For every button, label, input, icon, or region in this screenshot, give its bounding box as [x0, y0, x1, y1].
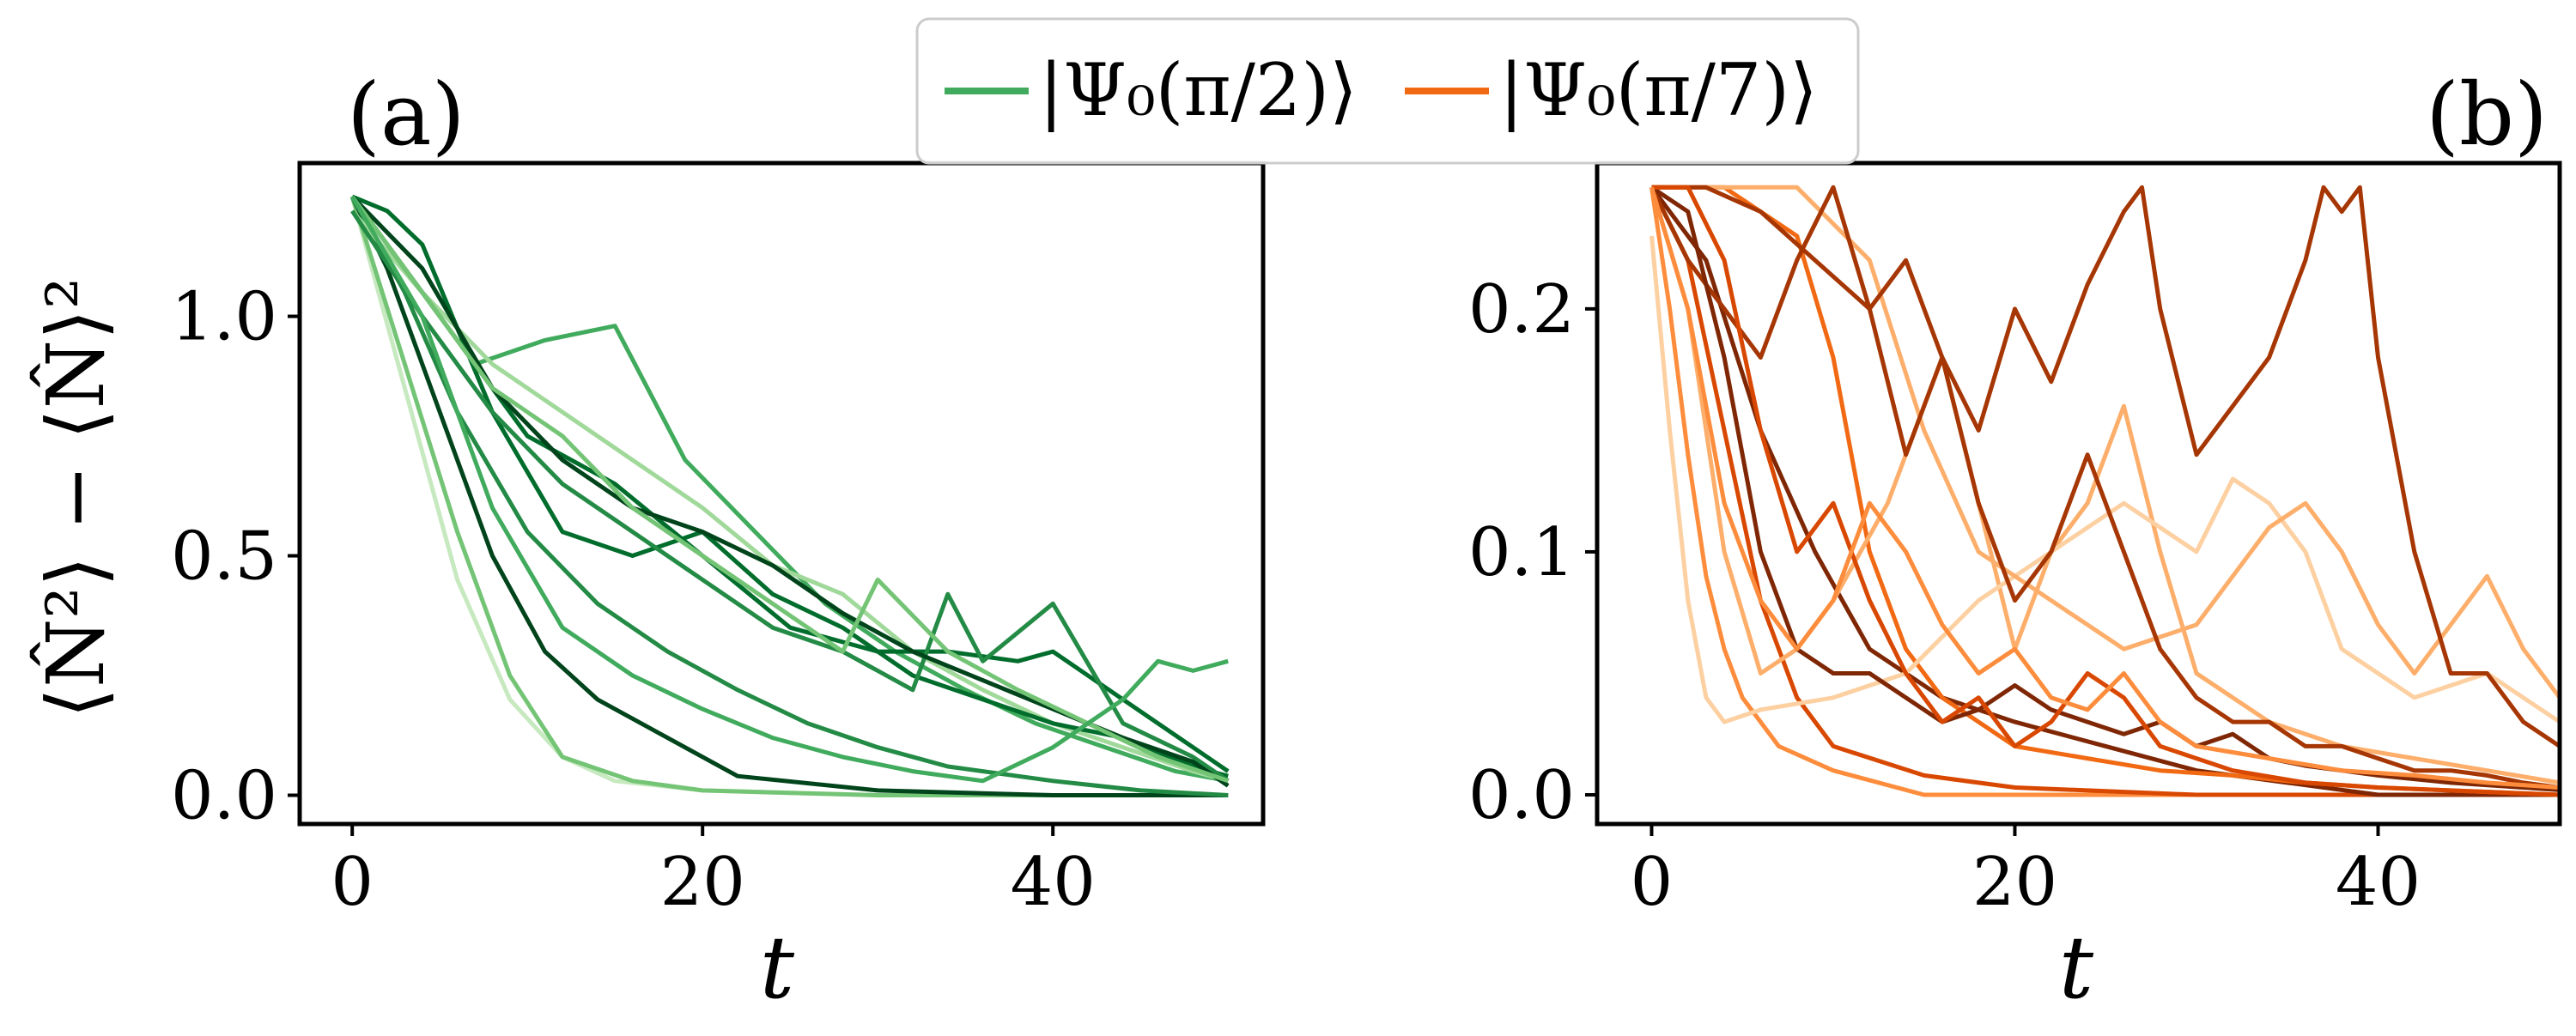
panel-b-ytick-label-1: 0.1 [1468, 514, 1575, 591]
panel-b-xlabel: t [2059, 918, 2094, 1018]
panel-a-plot: 0 20 40 0.0 0.5 1.0 [171, 161, 1266, 921]
panel-a-series-0 [349, 196, 1229, 797]
panel-b-series-1 [1649, 186, 2560, 797]
legend-label-0: |Ψ₀(π/2)⟩ [1039, 48, 1358, 132]
panel-b-series-0 [1649, 186, 2560, 797]
panel-b-lines [1649, 185, 2560, 797]
panel-b-xtick-label-1: 20 [1972, 844, 2057, 921]
panel-a-ylabel: ⟨N̂²⟩ − ⟨N̂⟩² [29, 277, 122, 718]
panel-a-xtick-label-2: 40 [1011, 844, 1096, 921]
panel-b-xtick-label-2: 40 [2336, 844, 2421, 921]
panel-a: (a) 0 20 40 0.0 0.5 1.0 t ⟨N̂²⟩ − ⟨N̂⟩² [29, 64, 1266, 1018]
panel-b-series-10 [1651, 185, 2560, 797]
panel-a-xtick-label-1: 20 [660, 844, 745, 921]
legend-box [915, 17, 1860, 165]
panel-b-ytick-label-2: 0.2 [1468, 271, 1575, 348]
panel-b-series-4 [1649, 186, 2560, 785]
panel-b-series-7 [1651, 185, 2560, 790]
panel-a-series-1 [349, 196, 1229, 797]
panel-a-series-5 [350, 209, 1229, 784]
panel-a-series-3 [350, 195, 1229, 797]
panel-b: (b) 0 20 40 0.0 0.1 0.2 t [1468, 64, 2562, 1018]
panel-a-ytick-label-1: 0.5 [171, 518, 277, 596]
panel-b-frame [1595, 161, 2562, 827]
panel-a-ticks: 0 20 40 0.0 0.5 1.0 [171, 279, 1096, 921]
panel-a-series-11 [350, 195, 1229, 784]
panel-b-ticks: 0 20 40 0.0 0.1 0.2 [1468, 271, 2421, 921]
panel-a-series-9 [350, 195, 1230, 788]
panel-b-label: (b) [2426, 64, 2548, 165]
panel-a-xtick-label-0: 0 [331, 844, 374, 921]
legend: |Ψ₀(π/2)⟩ |Ψ₀(π/7)⟩ [915, 17, 1860, 165]
panel-b-ytick-label-0: 0.0 [1468, 757, 1575, 834]
panel-b-series-8 [1649, 185, 2560, 748]
panel-a-label: (a) [347, 64, 465, 165]
panel-a-xlabel: t [760, 918, 795, 1018]
panel-a-lines [349, 194, 1230, 797]
panel-a-series-8 [350, 209, 1230, 783]
panel-a-ytick-label-2: 1.0 [171, 279, 277, 356]
panel-a-series-6 [351, 194, 1229, 779]
panel-a-series-2 [349, 196, 1229, 797]
panel-a-ytick-label-0: 0.0 [171, 758, 277, 835]
panel-a-series-10 [350, 195, 1230, 784]
panel-b-xtick-label-0: 0 [1631, 844, 1674, 921]
panel-b-series-11 [1649, 186, 2560, 790]
panel-b-series-6 [1651, 185, 2560, 700]
panel-a-frame [297, 161, 1266, 827]
panel-b-series-5 [1649, 235, 2560, 724]
legend-label-1: |Ψ₀(π/7)⟩ [1499, 48, 1818, 132]
